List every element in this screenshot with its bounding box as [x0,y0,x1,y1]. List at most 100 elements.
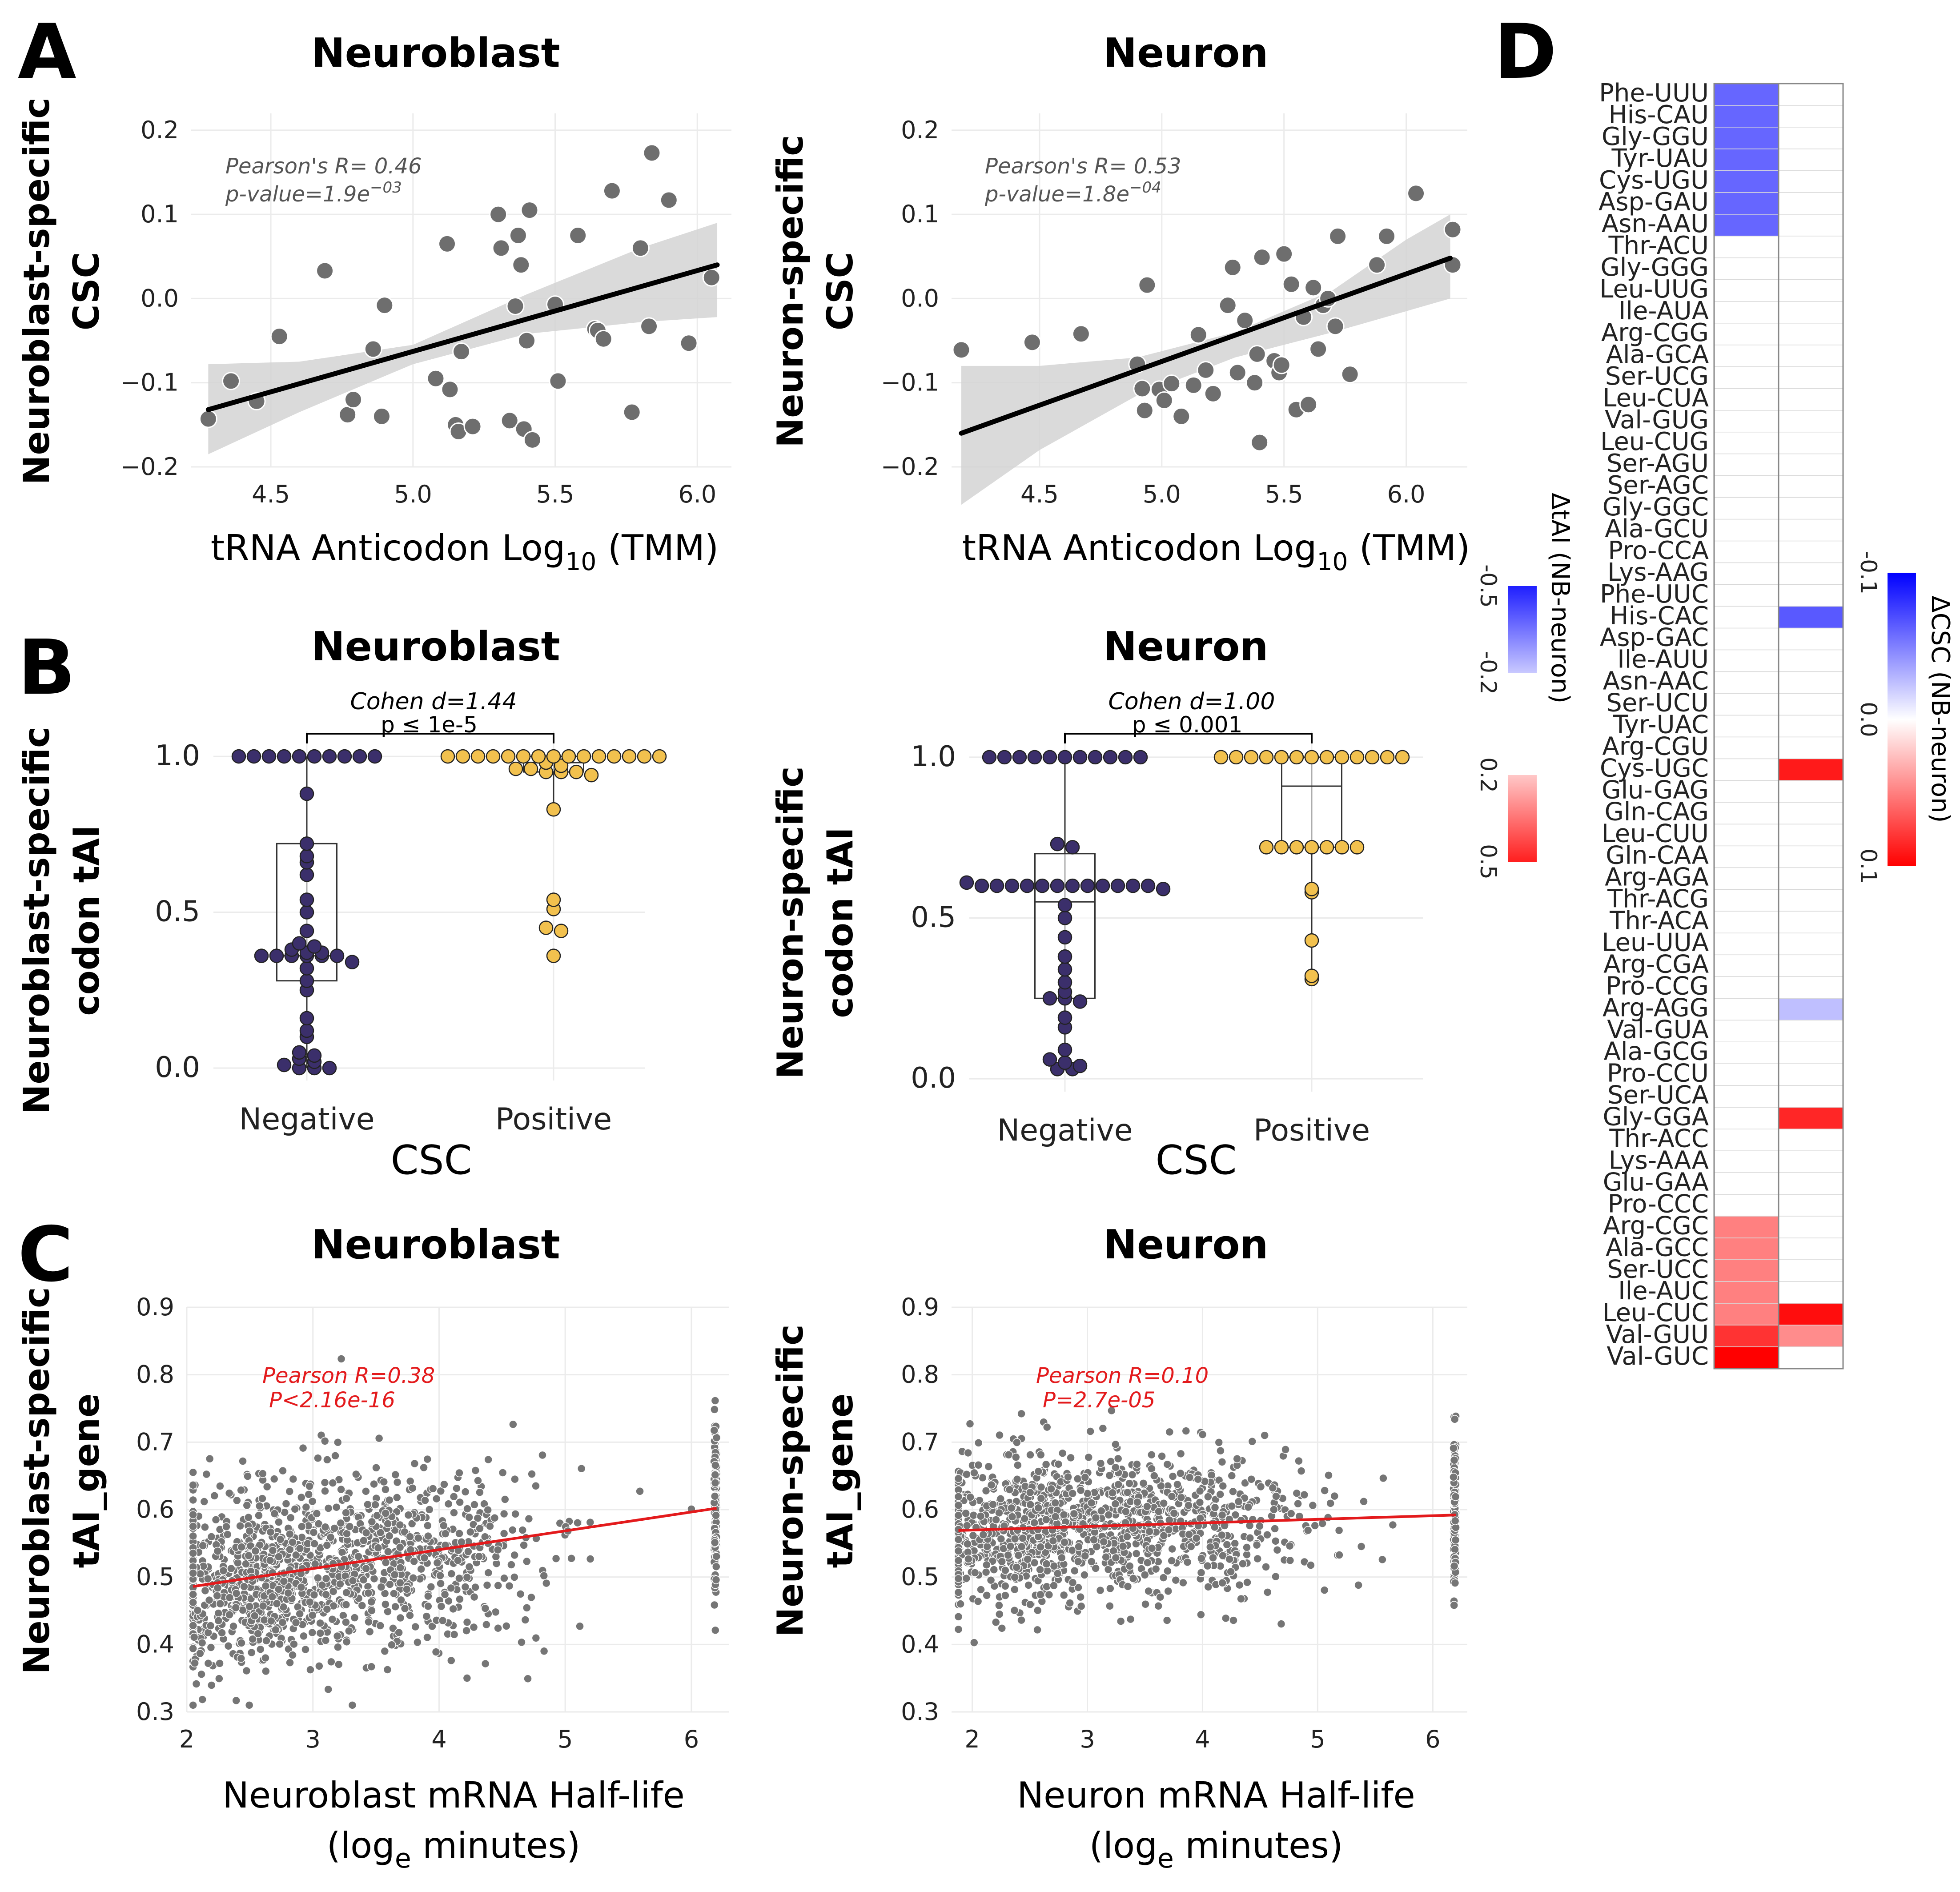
heatmap-row-label: Thr-ACC [1609,1124,1709,1153]
panel-c-left-point [341,1508,350,1517]
heatmap-cell-csc [1778,649,1844,672]
panel-c-left-point [359,1575,368,1584]
panel-c-left-point [466,1527,475,1537]
panel-c-left-point [404,1510,413,1520]
panel-b-left-point [292,936,307,951]
heatmap-row-label: Arg-CGA [1603,950,1709,979]
panel-c-right-point [1051,1512,1060,1521]
panel-c-right-point [962,1521,972,1530]
panel-a-right-point [1248,345,1266,363]
panel-c-left-point [376,1621,385,1630]
heatmap-cell-csc [1778,802,1844,825]
panel-c-left-point [491,1607,500,1617]
panel-a-right-point [1138,276,1157,294]
panel-c-right-point [1098,1424,1108,1433]
panel-c-right-point [1111,1440,1120,1449]
panel-c-right-point [1450,1579,1460,1587]
panel-c-right-point [1010,1585,1019,1594]
panel-c-right-point [1054,1460,1063,1469]
panel-b-right-point [1156,882,1171,896]
panel-c-left-point [216,1482,225,1490]
panel-c-right-point [996,1534,1006,1543]
panel-c-right-point [1263,1530,1272,1539]
heatmap-row-label: Ser-UCG [1605,362,1709,391]
panel-c-right-point [992,1515,1000,1524]
panel-c-left-point [326,1533,335,1542]
heatmap-cell-tai [1714,105,1779,128]
panel-a-left-xtick-label: 5.0 [394,480,432,508]
heatmap-row-label: Glu-GAA [1603,1168,1709,1197]
panel-c-right-point [1357,1542,1366,1551]
panel-c-right-point [1263,1588,1272,1597]
panel-a-left-point [463,417,482,436]
panel-c-left-xtick-label: 4 [431,1725,446,1753]
panel-c-right-point [1195,1498,1205,1507]
panel-a-left-point [375,296,394,315]
panel-c-left-point [242,1501,252,1510]
panel-c-left-point [256,1645,265,1654]
panel-c-left-point [243,1472,252,1481]
panel-c-left-point [524,1514,534,1523]
heatmap-cell-tai [1714,1237,1779,1260]
panel-c-right-point [1121,1507,1130,1516]
panel-c-left-point [189,1701,197,1710]
heatmap-row-label: Ser-UCC [1607,1255,1709,1284]
panel-c-left-point [522,1557,531,1566]
heatmap-cell-tai [1714,192,1779,215]
panel-b-right-category-label: Negative [997,1113,1133,1148]
panel-c-right-point [1099,1537,1108,1547]
panel-b-left-point [569,764,584,779]
heatmap-cell-tai [1714,323,1779,345]
panel-b-right-point [1004,878,1020,893]
panel-c-right-point [1001,1566,1010,1575]
panel-c-left-point [357,1601,367,1610]
panel-c-right-point [1248,1437,1257,1446]
panel-c-left-point [237,1486,245,1495]
panel-c-right-point [1335,1551,1344,1559]
panel-c-left-point [189,1621,197,1630]
panel-c-right-point [1018,1534,1027,1543]
panel-c-left-point [413,1638,422,1647]
panel-b-left-point [299,892,314,907]
panel-c-right-point [978,1473,987,1482]
heatmap-cell-tai [1714,497,1779,520]
panel-b-right-ylabel-1: Neuron-specific [770,766,811,1079]
heatmap-cell-csc [1778,1172,1844,1195]
heatmap-cell-csc [1778,1085,1844,1108]
heatmap-row-label: Ser-AGU [1607,449,1709,478]
panel-c-right-point [1184,1501,1193,1510]
panel-c-left-point [380,1589,390,1598]
panel-c-left-point [268,1546,277,1555]
panel-a-left-point [452,342,470,361]
panel-c-right-point [1105,1602,1114,1611]
panel-c-left-ytick-label: 0.6 [136,1495,174,1523]
panel-c-right-point [989,1565,999,1574]
panel-c-left-point [577,1464,586,1473]
panel-c-left-point [635,1486,644,1496]
panel-c-right-point [1001,1591,1010,1600]
panel-c-left-point [505,1581,514,1591]
panel-c-left-point [455,1498,464,1507]
panel-c-left-point [225,1489,234,1498]
panel-c-left-xtick-label: 2 [179,1725,194,1753]
heatmap-row-label: Ala-GCG [1604,1037,1709,1066]
panel-b-right-point [1027,750,1042,765]
panel-c-right-point [1216,1490,1225,1499]
heatmap-cell-csc [1778,345,1844,367]
panel-c-left-point [327,1657,336,1667]
panel-b-right-effect: Cohen d=1.00 [1109,688,1275,715]
panel-c-left-point [383,1607,392,1616]
panel-c-right-point [1004,1551,1012,1560]
panel-b-left-point [299,973,314,988]
panel-c-right-point [954,1612,963,1621]
panel-c-left-point [308,1628,317,1637]
panel-b-left: Neuroblast 0.0 0.5 1.0 Negative Positive Coh… [16,623,667,1184]
panel-c-right-point [1300,1490,1309,1499]
panel-c-left-point [352,1470,361,1479]
legend-csc-tick-label: 0.1 [1856,848,1881,884]
panel-b-left-point [299,961,314,976]
panel-c-right-point [1227,1502,1237,1510]
panel-c-right-point [1074,1542,1083,1551]
heatmap-row-label: Asn-AAC [1603,667,1709,696]
